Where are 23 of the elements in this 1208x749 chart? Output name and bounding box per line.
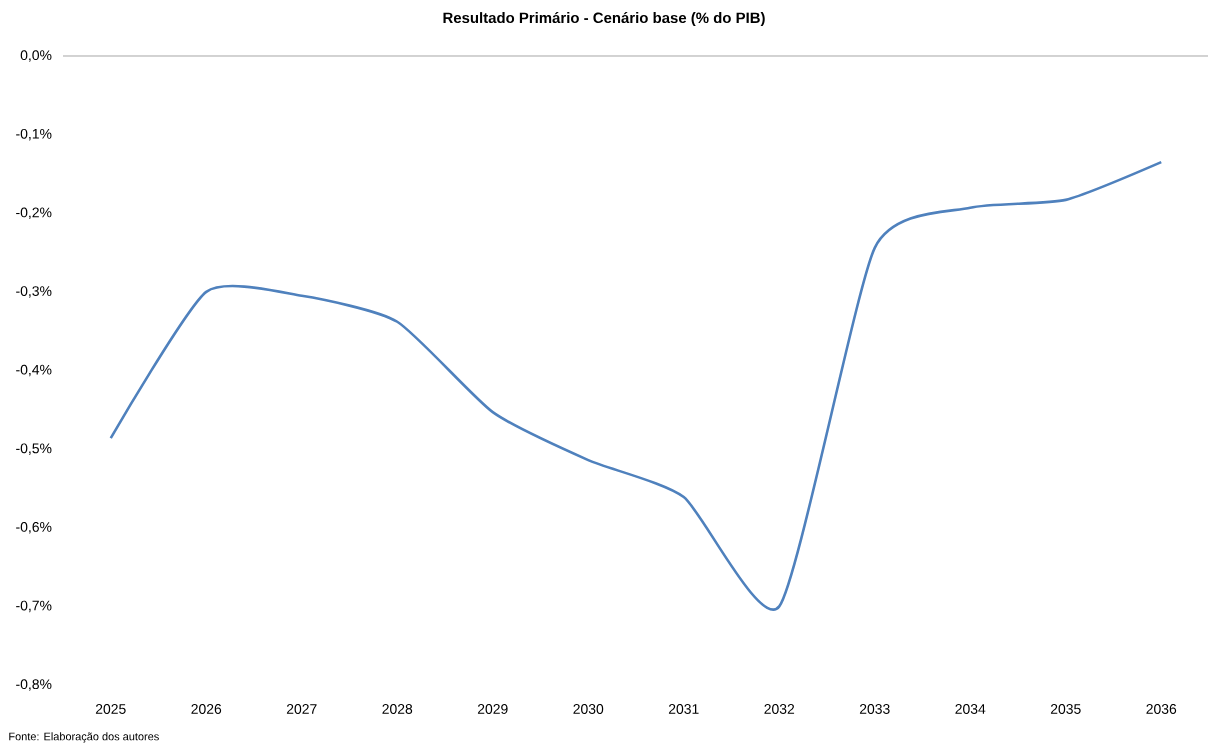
x-tick-label: 2031 xyxy=(668,704,699,714)
x-tick-label: 2027 xyxy=(286,704,317,714)
x-tick-label: 2034 xyxy=(955,704,986,714)
y-tick-label: -0,4% xyxy=(16,364,52,377)
x-tick-label: 2035 xyxy=(1050,704,1081,714)
y-tick-label: -0,6% xyxy=(16,522,52,534)
y-tick-label: -0,3% xyxy=(16,286,52,298)
y-tick-label: 0,0% xyxy=(20,50,52,62)
y-tick-label: -0,7% xyxy=(16,600,52,613)
chart-title: Resultado Primário - Cenário base (% do PIB) xyxy=(443,11,765,27)
x-tick-label: 2032 xyxy=(764,704,795,714)
source-note: Fonte: Elaboração dos autores xyxy=(9,732,159,743)
x-tick-label: 2030 xyxy=(573,704,604,714)
y-tick-label: -0,1% xyxy=(16,128,52,141)
x-tick-label: 2026 xyxy=(191,704,222,714)
x-tick-label: 2036 xyxy=(1146,704,1177,714)
x-tick-label: 2025 xyxy=(95,704,126,714)
y-tick-label: -0,5% xyxy=(16,443,52,455)
x-tick-label: 2033 xyxy=(859,704,890,714)
x-tick-label: 2028 xyxy=(382,704,413,714)
x-tick-label: 2029 xyxy=(477,704,508,714)
y-tick-label: -0,8% xyxy=(16,679,52,691)
y-tick-label: -0,2% xyxy=(16,207,52,220)
